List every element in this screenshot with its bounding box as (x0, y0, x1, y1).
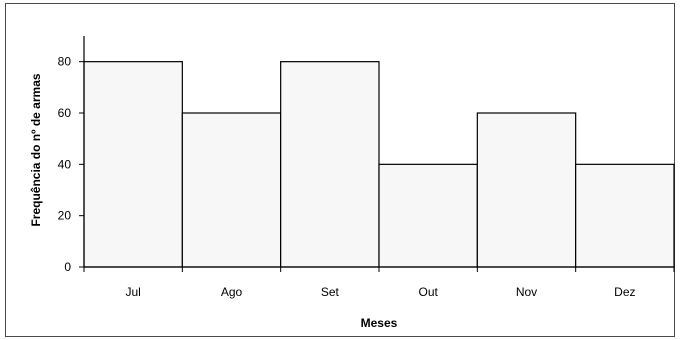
bar-out (378, 163, 478, 268)
bar-jul (83, 61, 183, 268)
y-ticks-group: 0 20 40 60 80 (58, 55, 84, 274)
x-tick-label-dez: Dez (614, 285, 635, 299)
y-tick-label-80: 80 (58, 55, 72, 69)
y-tick-label-20: 20 (58, 209, 72, 223)
bars-group (83, 61, 675, 268)
x-tick-label-set: Set (321, 285, 340, 299)
y-tick-label-40: 40 (58, 157, 72, 171)
y-tick-label-60: 60 (58, 106, 72, 120)
x-ticks-group: Jul Ago Set Out Nov Dez (83, 267, 675, 299)
x-tick-label-jul: Jul (125, 285, 140, 299)
bar-dez (575, 163, 675, 268)
bar-set (280, 61, 380, 268)
x-tick-label-ago: Ago (221, 285, 243, 299)
y-axis-title: Frequência do nº de armas (29, 73, 43, 226)
y-tick-label-0: 0 (64, 260, 71, 274)
x-tick-label-out: Out (418, 285, 438, 299)
bar-nov (476, 112, 577, 268)
x-axis-title: Meses (361, 316, 398, 330)
bar-ago (181, 112, 282, 268)
x-tick-label-nov: Nov (516, 285, 537, 299)
